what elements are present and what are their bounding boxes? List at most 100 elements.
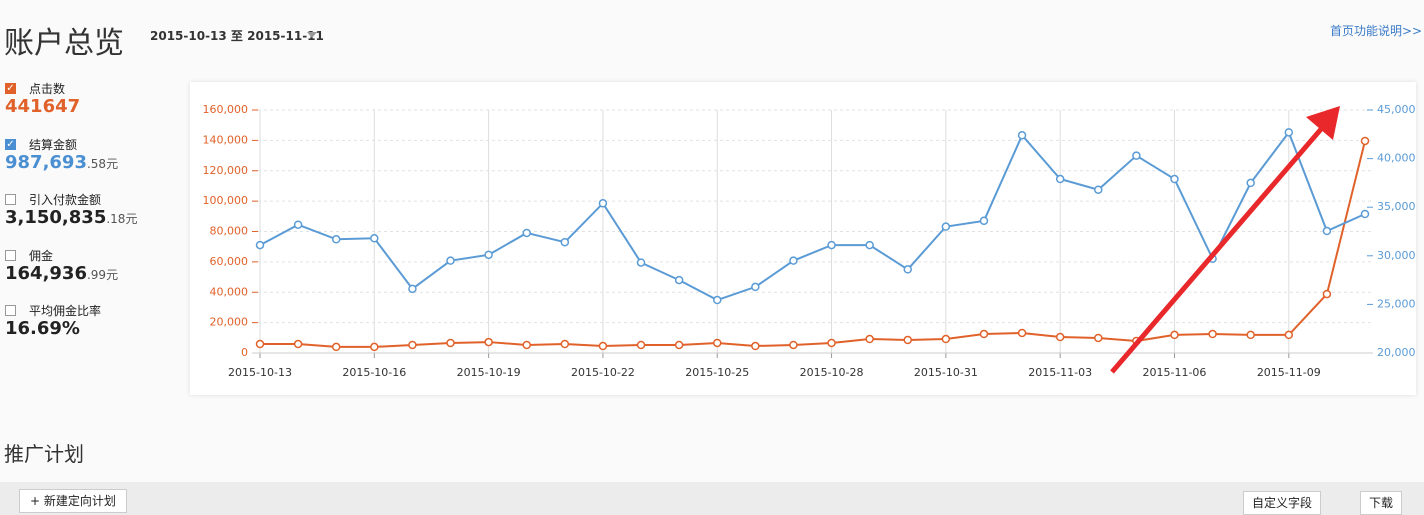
chart: 0 20,000 40,000 60,000 80,000 100,000 120,000 1… [203, 103, 1416, 379]
data-point [293, 339, 303, 349]
data-point [903, 265, 913, 274]
metric-decimal: .58元 [86, 156, 119, 171]
data-point [1094, 185, 1103, 194]
data-point [712, 338, 722, 348]
data-point [865, 240, 874, 250]
custom-fields-button[interactable]: 自定义字段 [1243, 491, 1322, 515]
data-point [712, 295, 722, 305]
checkbox[interactable]: ✓ [5, 83, 16, 94]
data-point [598, 199, 608, 208]
data-point [1246, 178, 1255, 188]
data-point [941, 334, 951, 344]
data-point [751, 282, 760, 292]
data-point [1360, 209, 1370, 219]
data-point [1094, 333, 1103, 343]
data-point [1170, 330, 1179, 340]
data-point [865, 334, 874, 344]
data-point [1208, 329, 1217, 339]
data-point [1284, 128, 1294, 137]
data-point [827, 240, 836, 250]
metric-value: 3,150,835.18元 [5, 207, 137, 228]
download-button[interactable]: 下载 [1360, 491, 1403, 515]
data-point [522, 228, 531, 238]
data-point [674, 340, 684, 350]
data-point [1017, 131, 1027, 140]
new-plan-button[interactable]: + 新建定向计划 [19, 489, 127, 513]
y-tick-label: 80,000 [210, 225, 249, 238]
data-point [903, 335, 913, 345]
data-point [1322, 226, 1332, 236]
y-tick-label: 40,000 [210, 285, 249, 298]
y-tick-label: 120,000 [203, 164, 249, 177]
y2-tick-label: 45,000 [1377, 103, 1416, 116]
metric-value: 987,693.58元 [5, 152, 118, 173]
dropdown-caret[interactable] [307, 32, 317, 38]
x-tick-label: 2015-11-03 [1028, 366, 1092, 379]
metric-label: 佣金 [29, 248, 54, 263]
x-tick-label: 2015-10-31 [914, 366, 978, 379]
data-point [979, 329, 989, 339]
data-point [370, 234, 379, 243]
data-point [255, 339, 265, 349]
x-tick-label: 2015-10-13 [228, 366, 292, 379]
metric-integer: 164,936 [5, 262, 87, 284]
toolbar [0, 482, 1424, 515]
data-point [408, 284, 417, 294]
metric-integer: 3,150,835 [5, 207, 107, 228]
y2-tick-label: 25,000 [1377, 297, 1416, 310]
x-tick-label: 2015-10-22 [571, 366, 635, 379]
checkbox[interactable] [5, 194, 16, 205]
chart-card: 0 20,000 40,000 60,000 80,000 100,000 120,000 1… [190, 82, 1416, 395]
data-point [598, 341, 608, 351]
button-label: 新建定向计划 [43, 494, 116, 508]
y-tick-label: 160,000 [203, 103, 249, 116]
metric-integer: 441647 [5, 96, 81, 117]
plus-icon: + [30, 494, 44, 508]
x-tick-label: 2015-11-06 [1143, 366, 1207, 379]
data-point [560, 237, 570, 247]
x-tick-label: 2015-10-19 [457, 366, 521, 379]
checkbox[interactable]: ✓ [5, 138, 16, 150]
data-point [484, 250, 493, 260]
y-tick-label: 20,000 [210, 316, 249, 329]
data-point [522, 340, 531, 350]
metric-label: 平均佣金比率 [29, 304, 102, 318]
metric-label: 点击数 [29, 82, 66, 96]
data-point [331, 342, 341, 352]
y2-tick-label: 30,000 [1377, 249, 1416, 262]
data-point [1322, 289, 1332, 299]
metric-value: 441647 [5, 96, 80, 117]
data-point [1055, 174, 1065, 184]
y2-tick-label: 20,000 [1377, 346, 1416, 359]
data-point [941, 222, 951, 231]
series-line [260, 140, 1366, 348]
data-point [1132, 336, 1141, 346]
y-tick-label: 140,000 [203, 133, 249, 146]
data-point [1360, 136, 1370, 146]
data-point [255, 240, 265, 250]
metric-label: 引入付款金额 [29, 193, 102, 207]
checkbox[interactable] [5, 305, 16, 316]
y-tick-label: 60,000 [210, 255, 249, 268]
y2-tick-label: 40,000 [1377, 152, 1416, 165]
data-point [636, 258, 646, 267]
data-point [1017, 328, 1027, 338]
date-range[interactable]: 2015-10-13 至 2015-11-11 [150, 29, 324, 43]
data-point [674, 275, 684, 285]
data-point [331, 235, 341, 244]
y-tick-label: 0 [241, 346, 248, 359]
data-point [1055, 332, 1065, 342]
data-point [1170, 174, 1179, 184]
y-tick-label: 100,000 [203, 194, 249, 207]
metric-integer: 16.69% [5, 318, 80, 339]
metric-label: 结算金额 [29, 137, 78, 152]
checkbox[interactable] [5, 249, 16, 261]
data-point [408, 340, 417, 350]
data-point [446, 338, 455, 348]
data-point [484, 337, 493, 347]
help-link[interactable]: 首页功能说明>> [1330, 24, 1423, 38]
data-point [979, 216, 989, 226]
metric-value: 164,936.99元 [5, 263, 118, 284]
section-title: 推广计划 [4, 442, 84, 466]
x-tick-label: 2015-10-28 [800, 366, 864, 379]
